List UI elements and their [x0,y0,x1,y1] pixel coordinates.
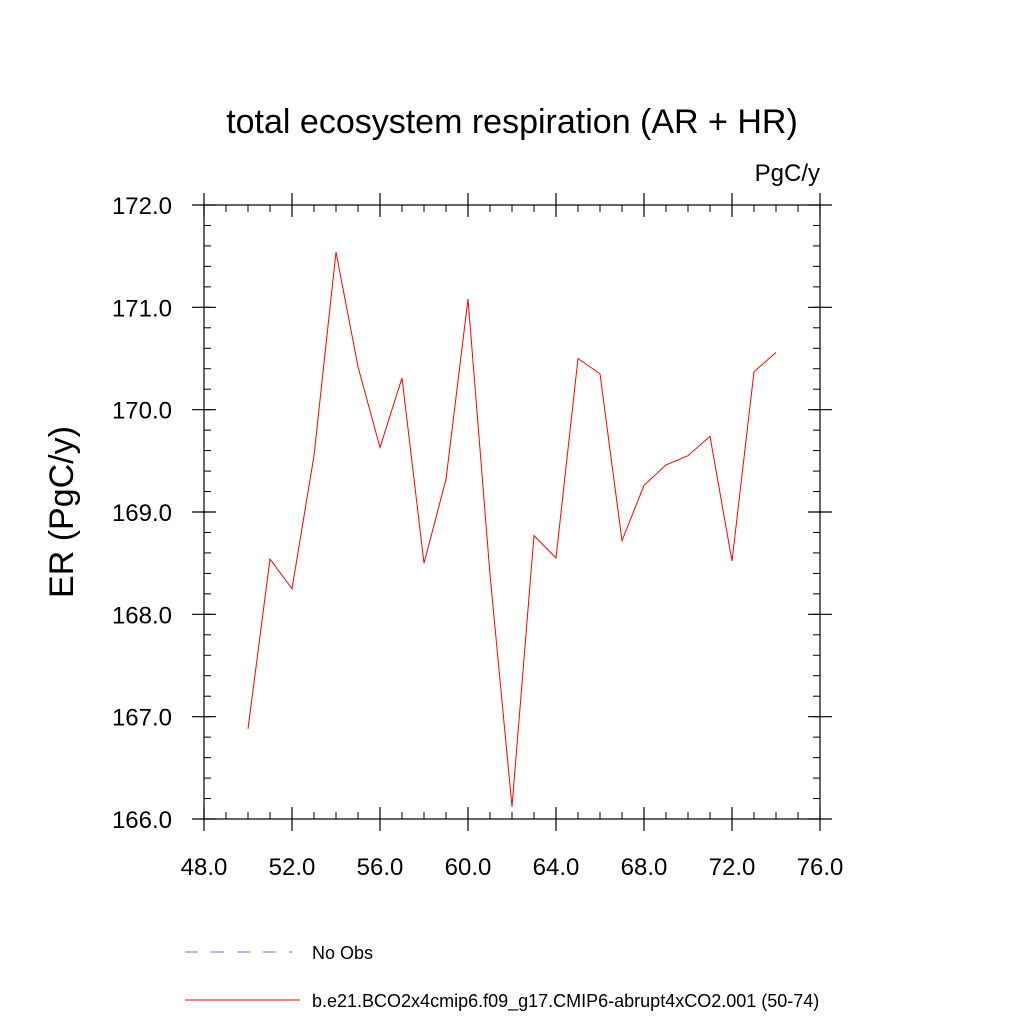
x-tick-label: 52.0 [269,854,316,881]
legend-label-no-obs: No Obs [312,943,373,963]
data-point [247,728,249,730]
x-tick-label: 72.0 [709,854,756,881]
x-axis: 48.0 52.0 56.0 60.0 64.0 68.0 72.0 76.0 [181,193,844,881]
data-point [621,539,623,541]
data-point [665,464,667,466]
data-point [379,446,381,448]
x-tick-label: 76.0 [797,854,844,881]
data-point [599,373,601,375]
y-tick-label: 167.0 [112,705,172,732]
data-point [533,534,535,536]
series-layer [247,251,777,808]
y-tick-label: 172.0 [112,193,172,220]
data-point [709,435,711,437]
y-axis-label: ER (PgC/y) [43,426,81,598]
chart-title: total ecosystem respiration (AR + HR) [226,103,798,141]
plot-frame [203,204,821,820]
x-tick-label: 48.0 [181,854,228,881]
data-point [269,558,271,560]
y-axis: 166.0 167.0 168.0 169.0 170.0 171.0 172.0 [112,193,832,834]
data-point [467,298,469,300]
data-point [357,365,359,367]
data-point [687,455,689,457]
y-tick-label: 170.0 [112,398,172,425]
data-point [731,560,733,562]
y-tick-label: 166.0 [112,807,172,834]
data-point [313,455,315,457]
data-point [489,573,491,575]
y-tick-label: 171.0 [112,295,172,322]
legend-label-model-run: b.e21.BCO2x4cmip6.f09_g17.CMIP6-abrupt4x… [312,991,819,1012]
x-tick-label: 64.0 [533,854,580,881]
data-point [753,371,755,373]
data-point [423,562,425,564]
series-line [247,252,777,807]
data-point [577,357,579,359]
x-tick-label: 60.0 [445,854,492,881]
data-point [291,588,293,590]
data-point [643,484,645,486]
data-point [401,377,403,379]
x-tick-label: 68.0 [621,854,668,881]
y-tick-label: 168.0 [112,602,172,629]
units-label: PgC/y [755,160,820,187]
y-tick-label: 169.0 [112,500,172,527]
data-point [775,351,777,353]
data-point [335,251,337,253]
data-point [445,478,447,480]
data-point [555,557,557,559]
minor-ticks [203,204,821,820]
data-point [511,806,513,808]
x-tick-label: 56.0 [357,854,404,881]
legend: No Obs b.e21.BCO2x4cmip6.f09_g17.CMIP6-a… [185,943,819,1012]
